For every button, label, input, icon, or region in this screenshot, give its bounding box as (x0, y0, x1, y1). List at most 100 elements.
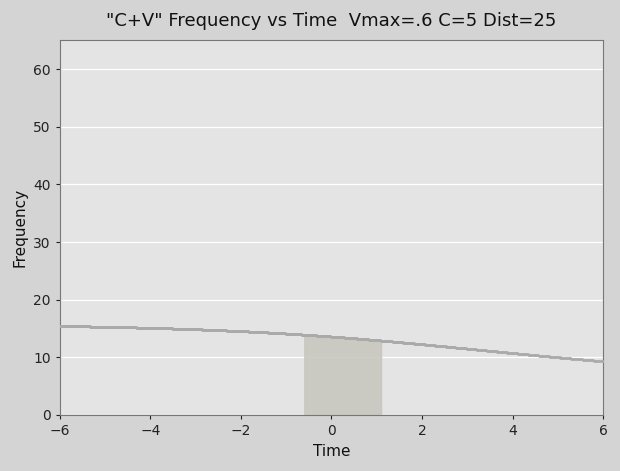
Point (330, 333, 340, 341)
Point (392, 338, 402, 346)
Point (501, 349, 511, 356)
Point (58, 322, 68, 330)
Point (221, 327, 231, 334)
Point (567, 355, 577, 362)
Point (445, 343, 455, 351)
Point (588, 357, 598, 364)
Point (353, 335, 363, 342)
Point (92, 323, 102, 330)
Point (161, 325, 171, 332)
Point (162, 325, 172, 332)
Point (580, 356, 590, 364)
Point (343, 334, 353, 341)
Point (274, 329, 284, 337)
Point (503, 349, 513, 357)
Point (267, 329, 277, 336)
Point (325, 333, 335, 340)
Point (167, 325, 177, 332)
Point (279, 330, 289, 337)
Point (219, 326, 229, 334)
Point (140, 324, 150, 332)
Point (484, 347, 494, 355)
Point (170, 325, 180, 333)
Point (429, 341, 439, 349)
Point (285, 330, 295, 338)
Point (250, 328, 260, 336)
Point (340, 334, 350, 341)
Point (69, 323, 79, 330)
Point (156, 325, 166, 332)
Point (235, 327, 245, 335)
Point (339, 333, 348, 341)
Point (227, 327, 237, 334)
Point (394, 338, 404, 346)
Point (175, 325, 185, 333)
Point (463, 345, 472, 352)
Point (183, 325, 193, 333)
Point (329, 333, 339, 341)
Point (255, 328, 265, 336)
Point (430, 341, 440, 349)
Point (428, 341, 438, 349)
Point (68, 323, 78, 330)
Point (538, 352, 547, 360)
Point (101, 323, 111, 331)
Point (352, 335, 361, 342)
Point (450, 344, 460, 351)
Point (425, 341, 435, 349)
Point (229, 327, 239, 334)
Point (247, 328, 257, 335)
Point (314, 332, 324, 340)
Point (91, 323, 100, 330)
Point (536, 352, 546, 359)
Point (406, 340, 416, 347)
Point (414, 340, 423, 348)
Point (187, 325, 197, 333)
Point (249, 328, 259, 335)
Point (278, 330, 288, 337)
Point (187, 325, 197, 333)
Point (374, 337, 384, 344)
Point (288, 330, 298, 338)
Point (275, 329, 285, 337)
Point (281, 330, 291, 337)
Point (126, 324, 136, 331)
Point (220, 327, 230, 334)
Point (465, 345, 475, 353)
Point (310, 332, 320, 339)
Point (177, 325, 187, 333)
Point (301, 331, 311, 339)
Point (411, 340, 421, 348)
Point (137, 324, 147, 332)
Point (140, 324, 150, 332)
Point (136, 324, 146, 332)
Point (259, 328, 268, 336)
Point (114, 323, 124, 331)
Point (57, 322, 67, 330)
Point (115, 323, 125, 331)
Point (531, 351, 541, 359)
Point (439, 342, 449, 350)
Point (432, 342, 442, 349)
Point (526, 351, 536, 358)
Point (286, 330, 296, 338)
Y-axis label: Frequency: Frequency (12, 188, 27, 267)
Point (168, 325, 178, 332)
Point (482, 347, 492, 354)
Point (76, 323, 86, 330)
Point (548, 353, 558, 361)
Point (576, 356, 586, 363)
Point (126, 324, 136, 331)
Point (528, 351, 538, 359)
Point (376, 337, 386, 344)
Point (477, 346, 487, 354)
Point (506, 349, 516, 357)
Point (335, 333, 345, 341)
Point (372, 336, 382, 344)
Point (226, 327, 236, 334)
Point (420, 341, 430, 349)
Point (66, 323, 76, 330)
Point (311, 332, 321, 339)
Point (249, 328, 259, 335)
Point (309, 332, 319, 339)
